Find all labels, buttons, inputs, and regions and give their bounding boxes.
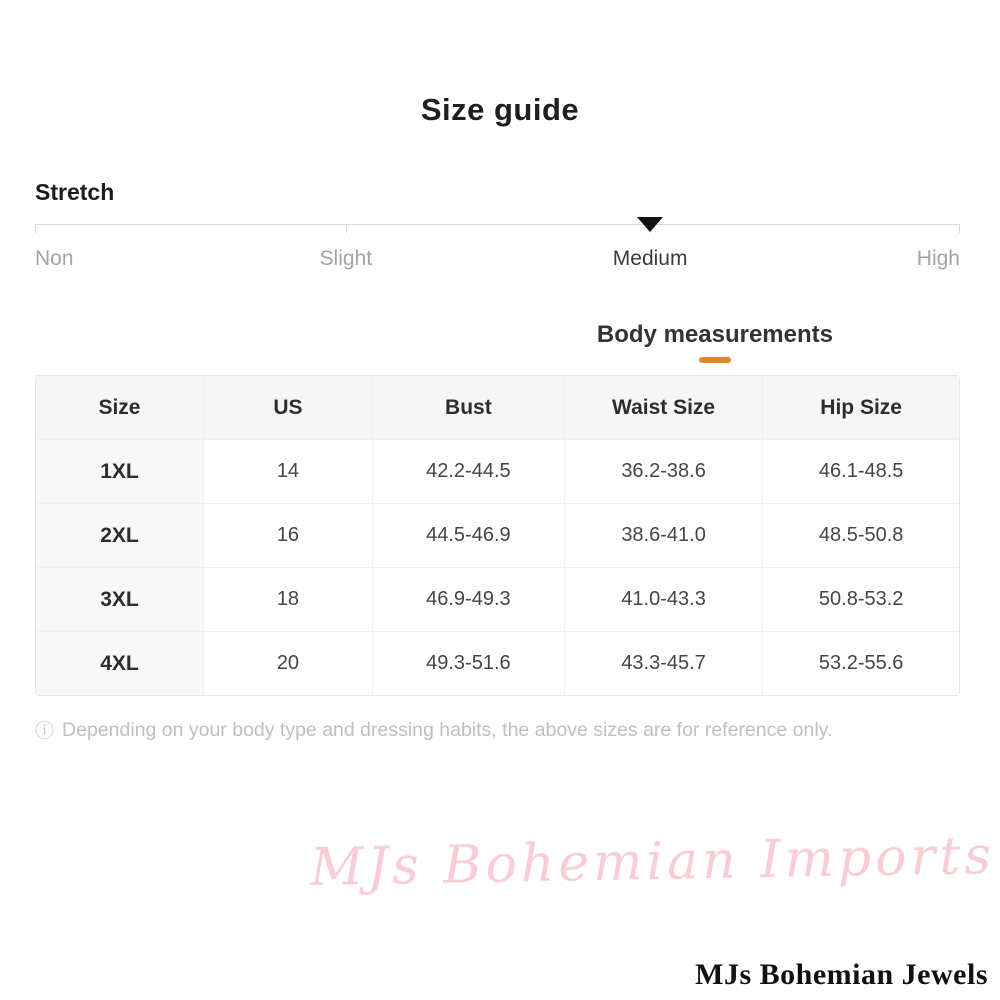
tab-active-underline — [698, 357, 731, 363]
tab-body-measurements-label: Body measurements — [596, 321, 833, 348]
reference-note: ⓘ Depending on your body type and dressi… — [35, 719, 960, 745]
cell-hip: 53.2-55.6 — [763, 632, 959, 695]
table-row: 3XL 18 46.9-49.3 41.0-43.3 50.8-53.2 — [36, 568, 959, 632]
header-size: Size — [36, 376, 204, 440]
header-waist-size: Waist Size — [564, 376, 764, 440]
header-hip-size: Hip Size — [763, 376, 959, 440]
header-bust: Bust — [372, 376, 565, 440]
stretch-section-label: Stretch — [35, 179, 115, 205]
cell-hip: 46.1-48.5 — [763, 440, 959, 504]
cell-hip: 48.5-50.8 — [763, 504, 959, 568]
cell-us: 16 — [203, 504, 373, 568]
cell-us: 14 — [203, 440, 373, 504]
watermark-text: MJs Bohemian Imports — [309, 826, 995, 898]
cell-waist: 43.3-45.7 — [564, 632, 764, 695]
stretch-options: Non Slight Medium High — [35, 247, 960, 279]
stretch-tick-non — [35, 224, 36, 233]
cell-waist: 38.6-41.0 — [564, 504, 764, 568]
size-table: Size US Bust Waist Size Hip Size 1XL 14 … — [35, 375, 960, 696]
header-us: US — [203, 376, 373, 440]
cell-waist: 36.2-38.6 — [564, 440, 764, 504]
stretch-option-high[interactable]: High — [916, 247, 960, 270]
brand-name: MJs Bohemian Jewels — [695, 958, 988, 991]
measurement-tabs: Body measurements — [35, 321, 960, 363]
cell-us: 20 — [203, 632, 373, 695]
table-row: 2XL 16 44.5-46.9 38.6-41.0 48.5-50.8 — [36, 504, 959, 568]
cell-size: 1XL — [36, 440, 204, 504]
cell-bust: 49.3-51.6 — [372, 632, 565, 695]
stretch-option-non[interactable]: Non — [35, 247, 74, 270]
info-icon: ⓘ — [35, 721, 55, 742]
table-header-row: Size US Bust Waist Size Hip Size — [36, 376, 959, 440]
tab-body-measurements[interactable]: Body measurements — [597, 321, 833, 363]
page-title: Size guide — [420, 92, 580, 127]
stretch-slider-track — [35, 224, 960, 225]
cell-size: 2XL — [36, 504, 204, 568]
table-row: 4XL 20 49.3-51.6 43.3-45.7 53.2-55.6 — [36, 632, 959, 695]
table-row: 1XL 14 42.2-44.5 36.2-38.6 46.1-48.5 — [36, 440, 959, 504]
cell-waist: 41.0-43.3 — [564, 568, 764, 632]
cell-bust: 44.5-46.9 — [372, 504, 565, 568]
stretch-tick-high — [959, 224, 960, 233]
reference-note-text: Depending on your body type and dressing… — [62, 719, 833, 741]
stretch-slider[interactable] — [35, 217, 960, 234]
cell-size: 4XL — [36, 632, 204, 695]
cell-hip: 50.8-53.2 — [763, 568, 959, 632]
cell-bust: 46.9-49.3 — [372, 568, 565, 632]
cell-bust: 42.2-44.5 — [372, 440, 565, 504]
stretch-option-medium[interactable]: Medium — [612, 247, 688, 270]
cell-size: 3XL — [36, 568, 204, 632]
cell-us: 18 — [203, 568, 373, 632]
stretch-tick-slight — [345, 224, 347, 233]
stretch-marker-triangle-icon[interactable] — [637, 217, 664, 232]
watermark: MJs Bohemian Imports — [0, 826, 1000, 898]
stretch-option-slight[interactable]: Slight — [319, 247, 373, 270]
